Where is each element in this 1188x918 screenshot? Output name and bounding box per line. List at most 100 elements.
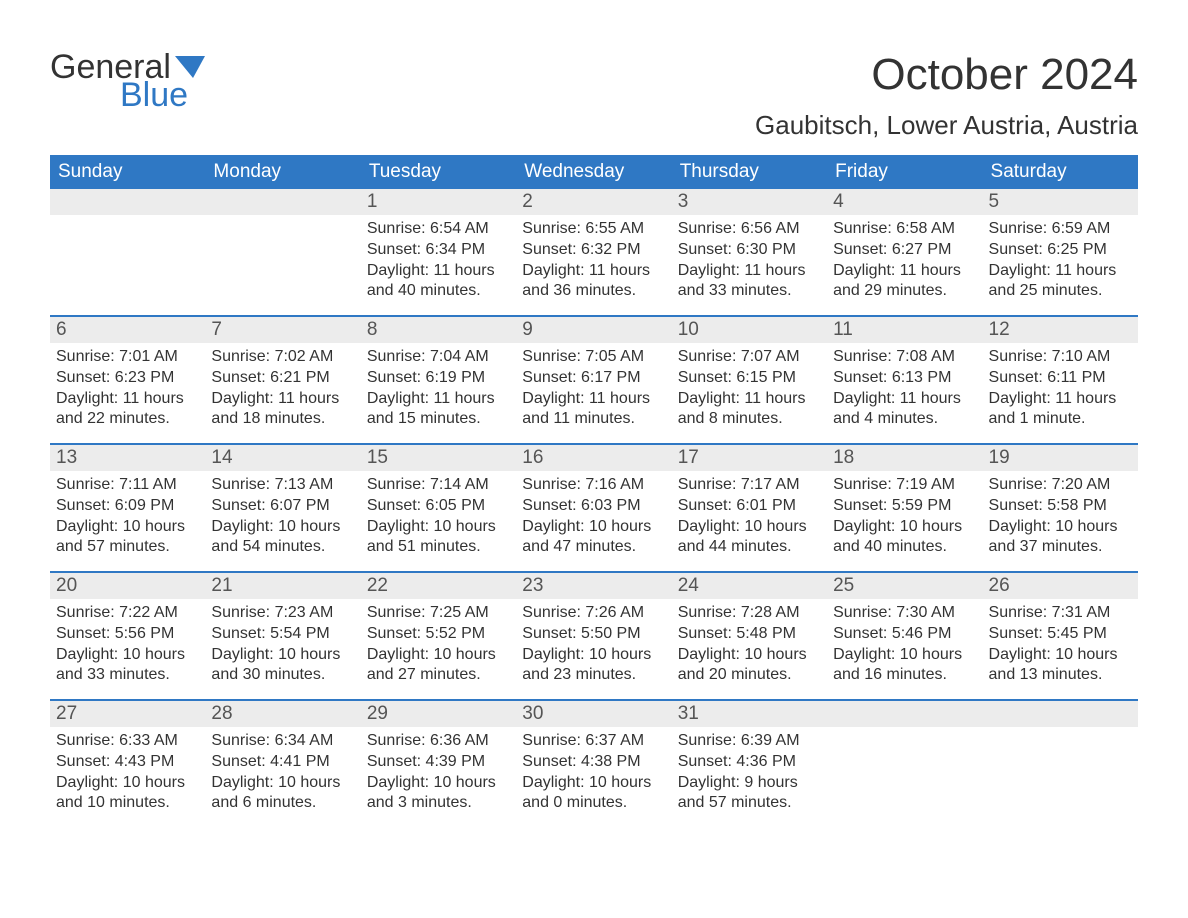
day-cell: 18Sunrise: 7:19 AMSunset: 5:59 PMDayligh…	[827, 445, 982, 571]
sunrise-text: Sunrise: 7:01 AM	[56, 347, 199, 368]
day-header: Saturday	[983, 155, 1138, 189]
daylight-text: Daylight: 10 hours and 20 minutes.	[678, 645, 821, 687]
day-data: Sunrise: 7:05 AMSunset: 6:17 PMDaylight:…	[516, 343, 671, 440]
day-cell: 4Sunrise: 6:58 AMSunset: 6:27 PMDaylight…	[827, 189, 982, 315]
sunrise-text: Sunrise: 7:04 AM	[367, 347, 510, 368]
sunset-text: Sunset: 4:38 PM	[522, 752, 665, 773]
day-number: 26	[983, 573, 1138, 599]
day-number: 17	[672, 445, 827, 471]
day-data: Sunrise: 7:02 AMSunset: 6:21 PMDaylight:…	[205, 343, 360, 440]
day-data: Sunrise: 7:22 AMSunset: 5:56 PMDaylight:…	[50, 599, 205, 696]
daylight-text: Daylight: 10 hours and 13 minutes.	[989, 645, 1132, 687]
daylight-text: Daylight: 11 hours and 22 minutes.	[56, 389, 199, 431]
day-cell: 31Sunrise: 6:39 AMSunset: 4:36 PMDayligh…	[672, 701, 827, 827]
daylight-text: Daylight: 9 hours and 57 minutes.	[678, 773, 821, 815]
sunrise-text: Sunrise: 6:34 AM	[211, 731, 354, 752]
daylight-text: Daylight: 11 hours and 4 minutes.	[833, 389, 976, 431]
day-cell: 8Sunrise: 7:04 AMSunset: 6:19 PMDaylight…	[361, 317, 516, 443]
day-number	[50, 189, 205, 215]
daylight-text: Daylight: 10 hours and 40 minutes.	[833, 517, 976, 559]
day-cell	[983, 701, 1138, 827]
daylight-text: Daylight: 11 hours and 25 minutes.	[989, 261, 1132, 303]
sunset-text: Sunset: 4:36 PM	[678, 752, 821, 773]
sunset-text: Sunset: 6:27 PM	[833, 240, 976, 261]
daylight-text: Daylight: 11 hours and 29 minutes.	[833, 261, 976, 303]
logo-word2: Blue	[120, 78, 188, 112]
sunset-text: Sunset: 6:25 PM	[989, 240, 1132, 261]
day-cell	[827, 701, 982, 827]
sunrise-text: Sunrise: 7:26 AM	[522, 603, 665, 624]
day-cell: 14Sunrise: 7:13 AMSunset: 6:07 PMDayligh…	[205, 445, 360, 571]
day-number: 13	[50, 445, 205, 471]
day-number: 2	[516, 189, 671, 215]
daylight-text: Daylight: 11 hours and 15 minutes.	[367, 389, 510, 431]
day-data: Sunrise: 6:33 AMSunset: 4:43 PMDaylight:…	[50, 727, 205, 824]
day-data: Sunrise: 6:54 AMSunset: 6:34 PMDaylight:…	[361, 215, 516, 312]
sunrise-text: Sunrise: 7:08 AM	[833, 347, 976, 368]
daylight-text: Daylight: 10 hours and 57 minutes.	[56, 517, 199, 559]
title-block: October 2024 Gaubitsch, Lower Austria, A…	[755, 50, 1138, 141]
day-cell: 29Sunrise: 6:36 AMSunset: 4:39 PMDayligh…	[361, 701, 516, 827]
sunrise-text: Sunrise: 7:14 AM	[367, 475, 510, 496]
day-number: 29	[361, 701, 516, 727]
daylight-text: Daylight: 10 hours and 33 minutes.	[56, 645, 199, 687]
day-cell: 16Sunrise: 7:16 AMSunset: 6:03 PMDayligh…	[516, 445, 671, 571]
sunset-text: Sunset: 6:07 PM	[211, 496, 354, 517]
day-number: 3	[672, 189, 827, 215]
day-number: 9	[516, 317, 671, 343]
daylight-text: Daylight: 10 hours and 0 minutes.	[522, 773, 665, 815]
day-data: Sunrise: 6:59 AMSunset: 6:25 PMDaylight:…	[983, 215, 1138, 312]
daylight-text: Daylight: 10 hours and 3 minutes.	[367, 773, 510, 815]
day-number: 1	[361, 189, 516, 215]
day-number: 31	[672, 701, 827, 727]
sunrise-text: Sunrise: 7:30 AM	[833, 603, 976, 624]
daylight-text: Daylight: 11 hours and 40 minutes.	[367, 261, 510, 303]
day-cell: 10Sunrise: 7:07 AMSunset: 6:15 PMDayligh…	[672, 317, 827, 443]
day-cell: 19Sunrise: 7:20 AMSunset: 5:58 PMDayligh…	[983, 445, 1138, 571]
day-data: Sunrise: 7:10 AMSunset: 6:11 PMDaylight:…	[983, 343, 1138, 440]
sunset-text: Sunset: 5:50 PM	[522, 624, 665, 645]
daylight-text: Daylight: 10 hours and 6 minutes.	[211, 773, 354, 815]
daylight-text: Daylight: 11 hours and 8 minutes.	[678, 389, 821, 431]
day-cell: 30Sunrise: 6:37 AMSunset: 4:38 PMDayligh…	[516, 701, 671, 827]
day-cell: 11Sunrise: 7:08 AMSunset: 6:13 PMDayligh…	[827, 317, 982, 443]
sunrise-text: Sunrise: 7:22 AM	[56, 603, 199, 624]
day-data: Sunrise: 6:36 AMSunset: 4:39 PMDaylight:…	[361, 727, 516, 824]
sunrise-text: Sunrise: 7:16 AM	[522, 475, 665, 496]
sunset-text: Sunset: 6:09 PM	[56, 496, 199, 517]
sunset-text: Sunset: 6:17 PM	[522, 368, 665, 389]
sunset-text: Sunset: 6:21 PM	[211, 368, 354, 389]
sunset-text: Sunset: 5:56 PM	[56, 624, 199, 645]
day-header: Sunday	[50, 155, 205, 189]
day-data: Sunrise: 6:55 AMSunset: 6:32 PMDaylight:…	[516, 215, 671, 312]
sunset-text: Sunset: 5:46 PM	[833, 624, 976, 645]
sunrise-text: Sunrise: 6:58 AM	[833, 219, 976, 240]
day-number: 24	[672, 573, 827, 599]
sunrise-text: Sunrise: 6:59 AM	[989, 219, 1132, 240]
day-cell: 2Sunrise: 6:55 AMSunset: 6:32 PMDaylight…	[516, 189, 671, 315]
daylight-text: Daylight: 10 hours and 23 minutes.	[522, 645, 665, 687]
daylight-text: Daylight: 11 hours and 1 minute.	[989, 389, 1132, 431]
week-row: 27Sunrise: 6:33 AMSunset: 4:43 PMDayligh…	[50, 699, 1138, 827]
weeks-container: 1Sunrise: 6:54 AMSunset: 6:34 PMDaylight…	[50, 189, 1138, 827]
day-number	[827, 701, 982, 727]
sunset-text: Sunset: 6:19 PM	[367, 368, 510, 389]
day-cell: 9Sunrise: 7:05 AMSunset: 6:17 PMDaylight…	[516, 317, 671, 443]
day-number: 6	[50, 317, 205, 343]
day-cell: 27Sunrise: 6:33 AMSunset: 4:43 PMDayligh…	[50, 701, 205, 827]
sunset-text: Sunset: 5:58 PM	[989, 496, 1132, 517]
sunrise-text: Sunrise: 7:20 AM	[989, 475, 1132, 496]
day-data: Sunrise: 7:30 AMSunset: 5:46 PMDaylight:…	[827, 599, 982, 696]
day-number	[983, 701, 1138, 727]
day-cell: 1Sunrise: 6:54 AMSunset: 6:34 PMDaylight…	[361, 189, 516, 315]
sunrise-text: Sunrise: 6:56 AM	[678, 219, 821, 240]
day-data: Sunrise: 7:07 AMSunset: 6:15 PMDaylight:…	[672, 343, 827, 440]
daylight-text: Daylight: 11 hours and 33 minutes.	[678, 261, 821, 303]
logo: General Blue	[50, 50, 205, 112]
sunset-text: Sunset: 4:43 PM	[56, 752, 199, 773]
sunrise-text: Sunrise: 7:13 AM	[211, 475, 354, 496]
daylight-text: Daylight: 10 hours and 44 minutes.	[678, 517, 821, 559]
sunset-text: Sunset: 6:11 PM	[989, 368, 1132, 389]
day-data: Sunrise: 7:08 AMSunset: 6:13 PMDaylight:…	[827, 343, 982, 440]
sunset-text: Sunset: 6:05 PM	[367, 496, 510, 517]
